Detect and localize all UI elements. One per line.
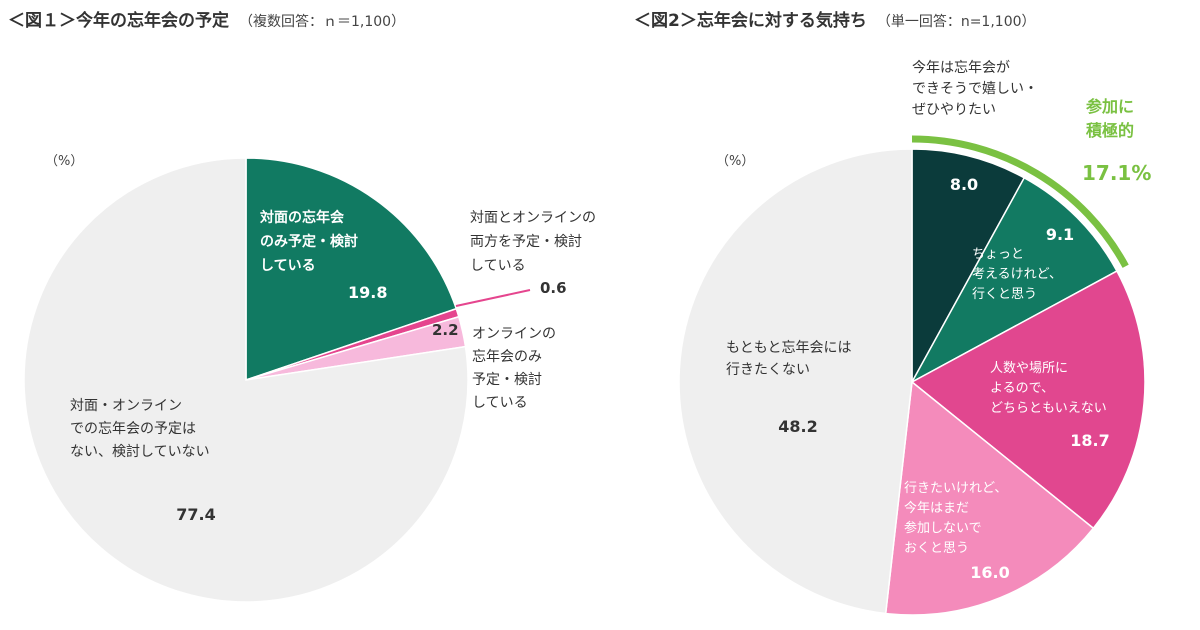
chart2-label-0: 今年は忘年会ができそうで嬉しい・ぜひやりたい	[912, 60, 1038, 118]
chart1-leader-line	[455, 289, 531, 307]
chart1-value-1: 0.6	[540, 279, 567, 297]
chart2-label-4: もともと忘年会には行きたくない	[726, 340, 851, 378]
chart2-slice-3	[884, 380, 1095, 616]
chart2-title: ＜図2＞忘年会に対する気持ち （単一回答：n=1,100）	[634, 6, 1036, 31]
chart2-callout-label: 参加に積極的	[1085, 97, 1134, 140]
chart1-label-2: オンラインの忘年会のみ予定・検討している	[472, 326, 556, 411]
chart2-callout-arc	[911, 135, 1129, 268]
chart1-label-1: 対面とオンラインの両方を予定・検討している	[470, 210, 596, 274]
chart2-slice-2	[910, 270, 1146, 530]
chart2-unit-label: （%）	[716, 154, 754, 169]
chart2-label-3: 行きたいけれど、今年はまだ参加しないでおくと思う	[904, 481, 1007, 556]
chart2-value-0: 8.0	[950, 175, 978, 194]
chart1-label-0: 対面の忘年会のみ予定・検討している	[259, 209, 358, 274]
chart1-label-3: 対面・オンラインでの忘年会の予定はない、検討していない	[70, 398, 210, 460]
chart1-value-2: 2.2	[432, 321, 459, 339]
chart1-title: ＜図１＞今年の忘年会の予定 （複数回答：ｎ＝1,100）	[8, 6, 405, 31]
chart1-value-3: 77.4	[176, 505, 215, 524]
chart2-slice-0	[911, 148, 1026, 383]
chart2-value-1: 9.1	[1046, 225, 1074, 244]
chart1-unit-label: （%）	[45, 154, 83, 169]
chart2-label-1: ちょっと考えるけれど、行くと思う	[972, 247, 1062, 302]
chart1-note: （複数回答：ｎ＝1,100）	[239, 14, 406, 30]
chart1-slice-0	[245, 157, 458, 382]
chart2-title-text: ＜図2＞忘年会に対する気持ち	[634, 11, 867, 31]
chart2-callout-value: 17.1%	[1082, 161, 1151, 185]
chart2-label-2: 人数や場所によるので、どちらともいえない	[990, 361, 1107, 416]
chart2-value-3: 16.0	[970, 563, 1009, 582]
chart2-note: （単一回答：n=1,100）	[876, 14, 1036, 30]
chart1-value-0: 19.8	[348, 283, 387, 302]
chart2-value-4: 48.2	[778, 417, 817, 436]
chart2-slice-4	[678, 148, 913, 615]
chart2-slice-1	[910, 176, 1118, 384]
chart1-title-text: ＜図１＞今年の忘年会の予定	[8, 11, 229, 31]
chart1-slice-3	[23, 157, 469, 603]
chart2-value-2: 18.7	[1070, 431, 1109, 450]
